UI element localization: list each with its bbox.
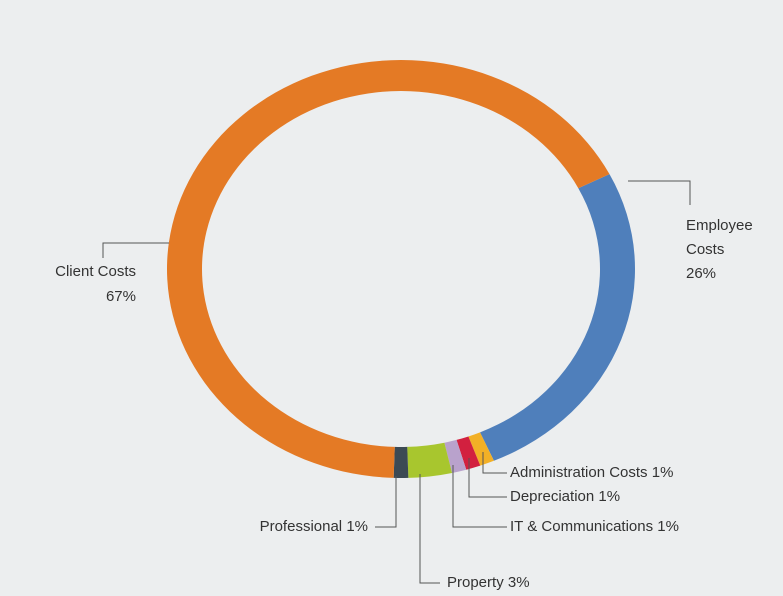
value-label: 3%	[508, 574, 530, 591]
segment-label: IT & Communications 1%	[510, 518, 679, 535]
value-label: 1%	[657, 518, 679, 535]
leader-line	[102, 242, 169, 258]
segment-label: Administration Costs 1%	[510, 464, 673, 481]
value-label: 67%	[106, 288, 136, 305]
value-label: 1%	[346, 518, 368, 535]
leader-line	[482, 452, 507, 474]
leader-line	[375, 476, 397, 528]
donut-segment	[393, 446, 409, 479]
category-name: Property	[447, 574, 504, 591]
leader-line	[468, 458, 507, 498]
segment-label: Professional 1%	[260, 518, 368, 535]
category-name: Depreciation	[510, 488, 594, 505]
value-label: 1%	[598, 488, 620, 505]
value-label: 1%	[652, 464, 674, 481]
leader-line	[419, 474, 440, 584]
leader-line	[452, 465, 507, 528]
donut-segment	[456, 436, 481, 470]
category-name: Administration Costs	[510, 464, 648, 481]
donut-segment	[407, 442, 453, 478]
category-name: Client Costs	[55, 263, 136, 280]
donut-segment	[480, 174, 636, 461]
donut-segment	[468, 432, 494, 466]
segment-label: Depreciation 1%	[510, 488, 620, 505]
category-name-line: Costs	[686, 241, 724, 258]
donut-segment	[444, 439, 467, 473]
value-label: 26%	[686, 265, 716, 282]
category-name: Professional	[260, 518, 343, 535]
segment-label: Property 3%	[447, 574, 530, 591]
leader-line	[628, 180, 691, 205]
category-name: IT & Communications	[510, 518, 653, 535]
category-name: Employee Costs	[686, 217, 753, 258]
category-name-line: Employee	[686, 217, 753, 234]
